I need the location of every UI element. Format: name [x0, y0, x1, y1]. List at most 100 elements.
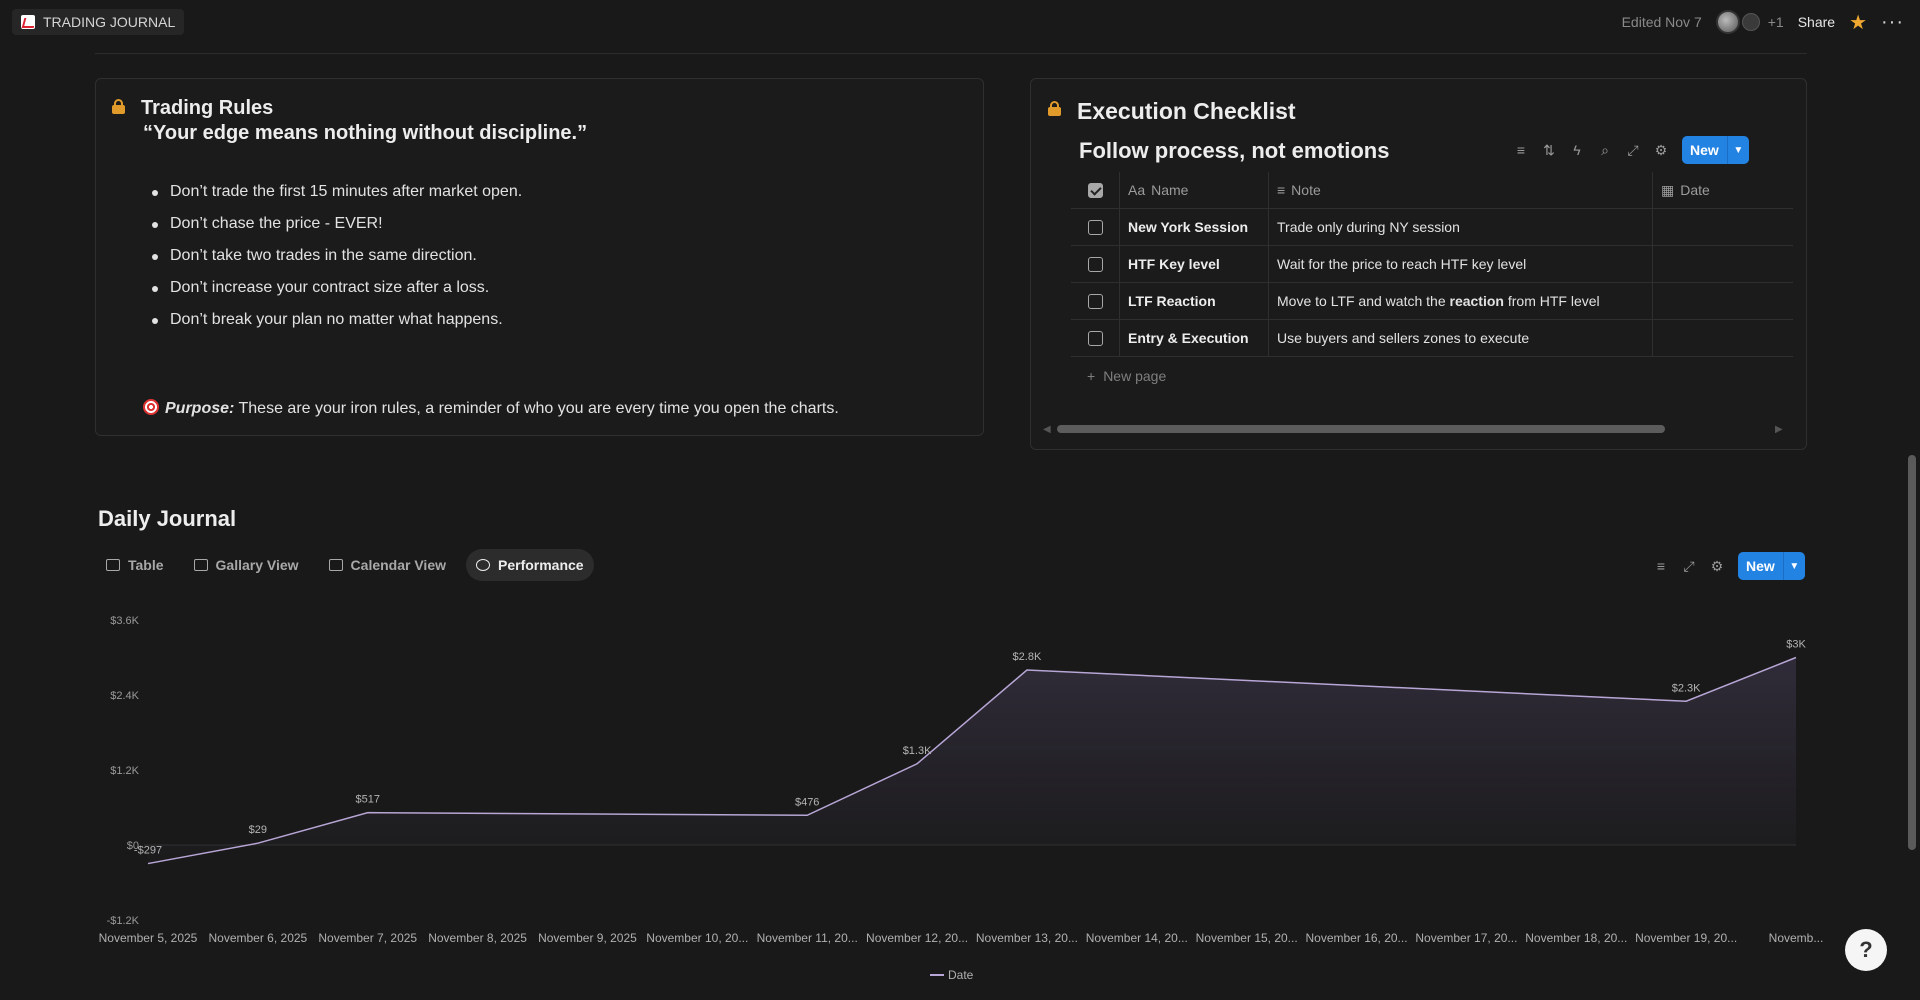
table-row[interactable]: New York Session Trade only during NY se… — [1071, 209, 1793, 246]
table-row[interactable]: HTF Key level Wait for the price to reac… — [1071, 246, 1793, 283]
filter-icon[interactable]: ≡ — [1656, 558, 1666, 574]
data-label: $476 — [795, 796, 819, 808]
cell-name[interactable]: LTF Reaction — [1119, 283, 1268, 319]
row-checkbox[interactable] — [1087, 219, 1103, 235]
table-header-row: Aa Name ≡ Note ▦ Date — [1071, 172, 1793, 209]
vertical-scrollbar[interactable] — [1908, 455, 1916, 850]
new-page-button[interactable]: + New page — [1071, 357, 1793, 394]
top-right-actions: Edited Nov 7 +1 Share ★ ··· — [1622, 0, 1904, 44]
cell-name[interactable]: HTF Key level — [1119, 246, 1268, 282]
favorite-star-icon[interactable]: ★ — [1849, 11, 1868, 34]
scroll-right-icon[interactable]: ▶ — [1775, 424, 1783, 435]
note-text: from HTF level — [1503, 293, 1600, 309]
cell-name[interactable]: New York Session — [1119, 209, 1268, 245]
new-button-label: New — [1746, 558, 1775, 574]
x-tick-label: November 5, 2025 — [99, 931, 198, 945]
cell-note[interactable]: Wait for the price to reach HTF key leve… — [1268, 246, 1652, 282]
data-label: $2.8K — [1013, 651, 1042, 663]
gallery-icon — [193, 559, 208, 571]
horizontal-scrollbar[interactable] — [1057, 425, 1665, 433]
table-row[interactable]: LTF Reaction Move to LTF and watch the r… — [1071, 283, 1793, 320]
avatar-secondary[interactable] — [1741, 13, 1760, 31]
filter-icon[interactable]: ≡ — [1516, 142, 1526, 158]
x-tick-label: November 9, 2025 — [538, 931, 637, 945]
x-tick-label: November 15, 20... — [1196, 931, 1298, 945]
cell-note[interactable]: Trade only during NY session — [1268, 209, 1652, 245]
cell-note[interactable]: Move to LTF and watch the reaction from … — [1268, 283, 1652, 319]
y-tick-label: $2.4K — [110, 690, 139, 702]
tab-gallery-view[interactable]: Gallary View — [184, 549, 309, 581]
journal-toolbar: ≡ ⤢ ⚙ — [1652, 557, 1726, 575]
expand-icon[interactable]: ⤢ — [1627, 141, 1639, 158]
data-label: $29 — [249, 824, 267, 836]
x-tick-label: November 11, 20... — [757, 931, 858, 945]
breadcrumb-label: TRADING JOURNAL — [43, 14, 176, 30]
trading-rules-panel — [95, 78, 984, 436]
calendar-icon: ▦ — [1661, 181, 1675, 198]
tab-table[interactable]: Table — [96, 549, 174, 581]
legend-label: Date — [948, 968, 974, 982]
trading-rules-title: Trading Rules — [141, 97, 274, 119]
avatar[interactable] — [1715, 10, 1740, 34]
divider — [95, 53, 1807, 54]
tab-label: Calendar View — [350, 557, 446, 573]
x-tick-label: November 10, 20... — [646, 931, 748, 945]
search-icon[interactable]: ⌕ — [1601, 141, 1609, 158]
cell-name[interactable]: Entry & Execution — [1119, 320, 1268, 356]
y-tick-label: $3.6K — [110, 615, 139, 627]
note-text: Move to LTF and watch the — [1277, 293, 1450, 309]
execution-checklist-panel — [1030, 78, 1807, 450]
y-tick-label: $1.2K — [110, 765, 139, 777]
tab-label: Table — [128, 557, 164, 573]
list-item: Don’t break your plan no matter what hap… — [151, 310, 522, 342]
x-tick-label: November 18, 20... — [1525, 931, 1627, 945]
tab-calendar-view[interactable]: Calendar View — [319, 549, 456, 581]
automation-icon[interactable]: ϟ — [1573, 142, 1581, 158]
settings-icon[interactable]: ⚙ — [1654, 141, 1668, 158]
lock-icon — [1048, 101, 1061, 116]
chevron-down-icon[interactable]: ▼ — [1726, 136, 1749, 164]
list-item: Don’t trade the first 15 minutes after m… — [151, 182, 522, 214]
column-label: Name — [1151, 182, 1189, 198]
column-header-date[interactable]: ▦ Date — [1652, 172, 1793, 208]
cell-date[interactable] — [1652, 320, 1793, 356]
column-header-note[interactable]: ≡ Note — [1268, 172, 1652, 208]
collaborators-count[interactable]: +1 — [1767, 14, 1784, 30]
expand-icon[interactable]: ⤢ — [1683, 557, 1695, 574]
sort-icon[interactable]: ⇅ — [1543, 141, 1555, 158]
purpose-text: These are your iron rules, a reminder of… — [234, 400, 839, 417]
settings-icon[interactable]: ⚙ — [1710, 557, 1724, 574]
row-checkbox[interactable] — [1087, 330, 1103, 346]
share-button[interactable]: Share — [1797, 14, 1836, 30]
scroll-left-icon[interactable]: ◀ — [1043, 424, 1051, 435]
cell-date[interactable] — [1652, 209, 1793, 245]
cell-date[interactable] — [1652, 283, 1793, 319]
tab-performance[interactable]: Performance — [466, 549, 594, 581]
chevron-down-icon[interactable]: ▼ — [1782, 552, 1805, 580]
cell-date[interactable] — [1652, 246, 1793, 282]
performance-chart: $3.6K $2.4K $1.2K $0 -$1.2K -$297 $29 $517 $476 $… — [99, 615, 1824, 982]
journal-new-button[interactable]: New ▼ — [1738, 552, 1805, 580]
edited-timestamp: Edited Nov 7 — [1621, 14, 1702, 30]
row-checkbox[interactable] — [1087, 293, 1103, 309]
cell-note[interactable]: Use buyers and sellers zones to execute — [1268, 320, 1652, 356]
breadcrumb[interactable]: TRADING JOURNAL — [12, 9, 185, 35]
checklist-new-button[interactable]: New ▼ — [1682, 136, 1749, 164]
data-label: $1.3K — [903, 745, 932, 757]
tab-label: Performance — [498, 557, 584, 573]
note-text-bold: reaction — [1449, 293, 1504, 309]
execution-checklist-title: Execution Checklist — [1077, 98, 1296, 124]
x-tick-label: November 8, 2025 — [428, 931, 527, 945]
x-tick-label: Novemb... — [1769, 931, 1824, 945]
more-options-icon[interactable]: ··· — [1881, 10, 1904, 33]
x-tick-label: November 6, 2025 — [208, 931, 307, 945]
x-tick-label: November 14, 20... — [1086, 931, 1188, 945]
help-assistant-button[interactable]: ? — [1845, 929, 1887, 971]
y-tick-label: $0 — [127, 840, 139, 852]
rules-list: Don’t trade the first 15 minutes after m… — [151, 182, 522, 342]
table-row[interactable]: Entry & Execution Use buyers and sellers… — [1071, 320, 1793, 357]
column-header-name[interactable]: Aa Name — [1119, 172, 1268, 208]
row-checkbox[interactable] — [1087, 256, 1103, 272]
text-property-icon: Aa — [1128, 182, 1146, 198]
data-label: -$297 — [134, 845, 162, 857]
